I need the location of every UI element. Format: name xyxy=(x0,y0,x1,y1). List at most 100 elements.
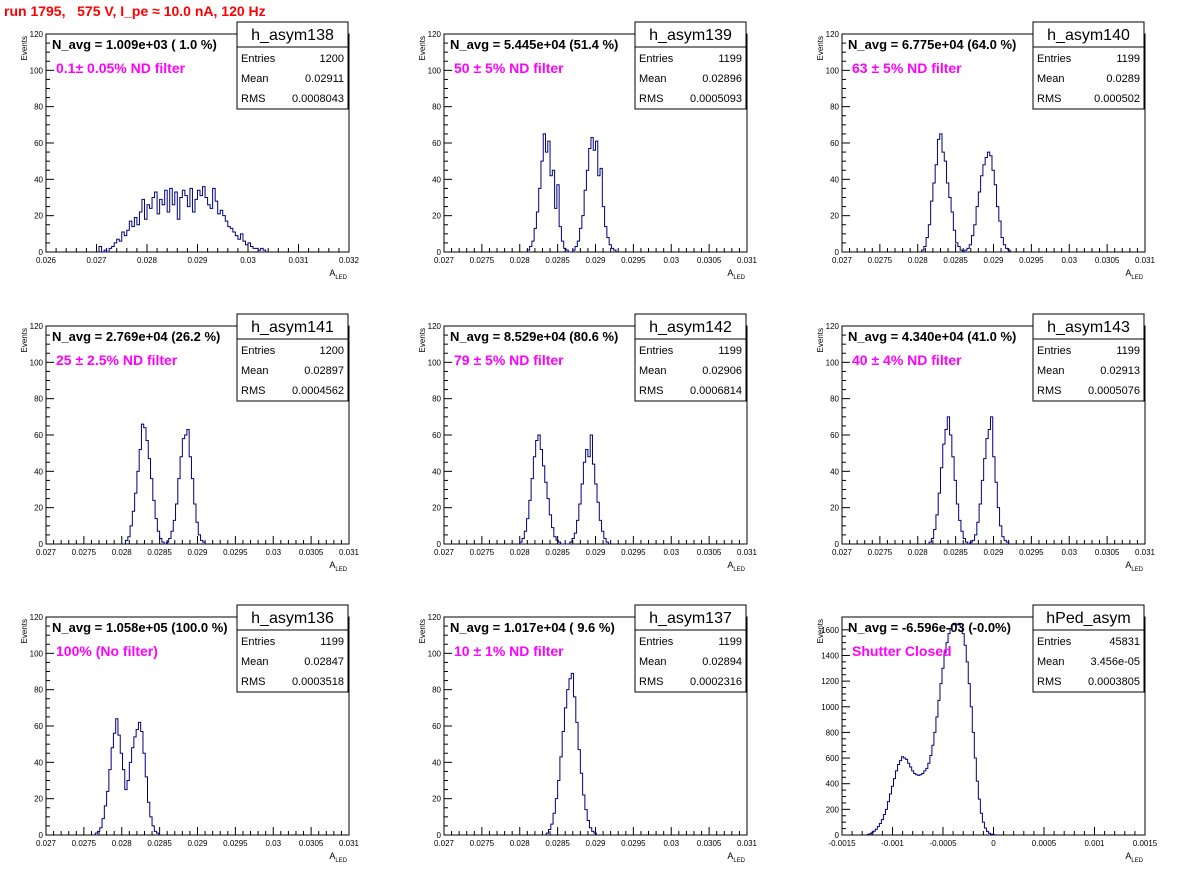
y-tick-label: 100 xyxy=(428,66,442,75)
y-axis-label: Events xyxy=(20,619,29,643)
stats-label-entries: Entries xyxy=(1037,53,1072,65)
x-tick-label: 0.027 xyxy=(434,548,455,557)
histogram-pad-h_asym136: 0 20 40 60 80 100 120 0.027 0.0275 0.028 0.0285 0.0… xyxy=(20,604,360,864)
stats-box xyxy=(634,46,747,110)
histogram-name: h_asym136 xyxy=(251,610,334,627)
stats-value-mean: 0.02897 xyxy=(304,365,344,377)
stats-title-box xyxy=(1032,21,1145,48)
x-tick-label: 0.028 xyxy=(510,256,531,265)
stats-value-rms: 0.0005076 xyxy=(1088,385,1140,397)
x-tick-label: 0.0275 xyxy=(470,839,495,848)
histogram-name: h_asym140 xyxy=(1047,27,1130,44)
stats-label-mean: Mean xyxy=(1037,656,1065,668)
x-tick-label: 0.0285 xyxy=(147,839,172,848)
y-tick-label: 20 xyxy=(34,504,43,513)
x-axis-label-main: A xyxy=(329,851,335,861)
x-tick-label: 0.03 xyxy=(1061,548,1077,557)
y-tick-label: 20 xyxy=(432,212,441,221)
y-tick-label: 120 xyxy=(428,30,442,39)
y-axis-label: Events xyxy=(816,328,825,352)
stats-value-rms: 0.0006814 xyxy=(690,385,742,397)
stats-value-mean: 0.02911 xyxy=(305,73,344,85)
x-tick-label: 0.0305 xyxy=(1095,548,1120,557)
y-tick-label: 100 xyxy=(30,649,44,658)
x-axis-label: ALED xyxy=(329,268,347,281)
x-tick-label: 0.029 xyxy=(187,548,208,557)
histogram-line xyxy=(519,434,609,545)
x-tick-label: 0.031 xyxy=(339,548,360,557)
x-tick-label: 0.001 xyxy=(1084,839,1105,848)
stats-label-rms: RMS xyxy=(1037,93,1061,105)
stats-value-mean: 0.02894 xyxy=(702,656,742,668)
x-axis-label-main: A xyxy=(727,560,733,570)
stats-title-box xyxy=(1032,604,1145,631)
x-tick-label: 0.028 xyxy=(510,839,531,848)
histogram-pad-h_asym138: 0 20 40 60 80 100 120 0.026 0.027 0.028 0.029 0.03 0… xyxy=(20,21,360,281)
stats-value-entries: 1199 xyxy=(718,53,742,65)
x-axis-label: ALED xyxy=(1125,560,1143,573)
y-tick-label: 80 xyxy=(34,395,43,404)
histogram-pad-h_asym140: 0 20 40 60 80 100 120 0.027 0.0275 0.028 0.0285 0.0… xyxy=(816,21,1156,281)
navg-label: N_avg = 1.009e+03 ( 1.0 %) xyxy=(52,37,217,52)
navg-label: N_avg = -6.596e-03 (-0.0%) xyxy=(848,620,1011,635)
histogram-pad-h_asym141: 0 20 40 60 80 100 120 0.027 0.0275 0.028 0.0285 0.0… xyxy=(20,313,360,573)
x-axis-label-sub: LED xyxy=(733,567,745,573)
x-tick-label: 0.027 xyxy=(832,548,853,557)
stats-label-rms: RMS xyxy=(241,385,265,397)
filter-label: 25 ± 2.5% ND filter xyxy=(56,352,178,368)
y-tick-label: 1600 xyxy=(821,626,839,635)
y-tick-label: 800 xyxy=(826,728,840,737)
stats-value-entries: 1199 xyxy=(1116,345,1140,357)
x-axis-label: ALED xyxy=(727,560,745,573)
x-tick-label: 0.028 xyxy=(137,256,158,265)
stats-title-box xyxy=(1032,313,1145,340)
x-axis-label-main: A xyxy=(1125,851,1131,861)
x-axis-label-sub: LED xyxy=(733,858,745,864)
stats-label-mean: Mean xyxy=(1037,365,1065,377)
x-axis-label: ALED xyxy=(727,268,745,281)
stats-box xyxy=(1032,46,1145,110)
stats-label-rms: RMS xyxy=(1037,385,1061,397)
histogram-line xyxy=(94,718,160,835)
x-tick-label: 0.031 xyxy=(737,839,758,848)
y-tick-label: 60 xyxy=(34,722,43,731)
y-tick-label: 40 xyxy=(34,175,43,184)
histogram-name: h_asym143 xyxy=(1047,319,1130,336)
stats-value-rms: 0.000502 xyxy=(1094,93,1140,105)
y-tick-label: 60 xyxy=(432,431,441,440)
stats-label-rms: RMS xyxy=(639,93,663,105)
y-tick-label: 40 xyxy=(432,175,441,184)
y-tick-label: 0 xyxy=(39,248,44,257)
y-tick-label: 20 xyxy=(830,212,839,221)
y-tick-label: 60 xyxy=(830,431,839,440)
histogram-name: h_asym138 xyxy=(251,27,334,44)
y-tick-label: 20 xyxy=(830,504,839,513)
y-axis-label: Events xyxy=(816,619,825,643)
stats-label-mean: Mean xyxy=(639,656,667,668)
x-tick-label: 0.0295 xyxy=(1019,256,1044,265)
stats-value-entries: 1199 xyxy=(718,636,742,648)
stats-label-mean: Mean xyxy=(1037,73,1065,85)
x-tick-label: 0.0275 xyxy=(72,548,97,557)
filter-label: 63 ± 5% ND filter xyxy=(852,60,962,76)
x-axis-label: ALED xyxy=(329,560,347,573)
y-tick-label: 60 xyxy=(830,139,839,148)
filter-label: 10 ± 1% ND filter xyxy=(454,643,564,659)
x-tick-label: 0.031 xyxy=(288,256,309,265)
x-tick-label: 0.0285 xyxy=(545,256,570,265)
y-tick-label: 80 xyxy=(432,103,441,112)
x-axis-label-sub: LED xyxy=(335,275,347,281)
y-tick-label: 100 xyxy=(428,358,442,367)
y-tick-label: 0 xyxy=(437,540,442,549)
y-axis-label: Events xyxy=(816,36,825,60)
stats-value-rms: 0.0003518 xyxy=(292,676,344,688)
x-tick-label: 0.03 xyxy=(1061,256,1077,265)
x-tick-label: 0.0295 xyxy=(621,256,646,265)
x-tick-label: 0.0015 xyxy=(1133,839,1158,848)
y-tick-label: 20 xyxy=(432,504,441,513)
y-tick-label: 100 xyxy=(826,358,840,367)
stats-title-box xyxy=(634,604,747,631)
stats-title-box xyxy=(634,21,747,48)
x-tick-label: 0.0275 xyxy=(470,548,495,557)
